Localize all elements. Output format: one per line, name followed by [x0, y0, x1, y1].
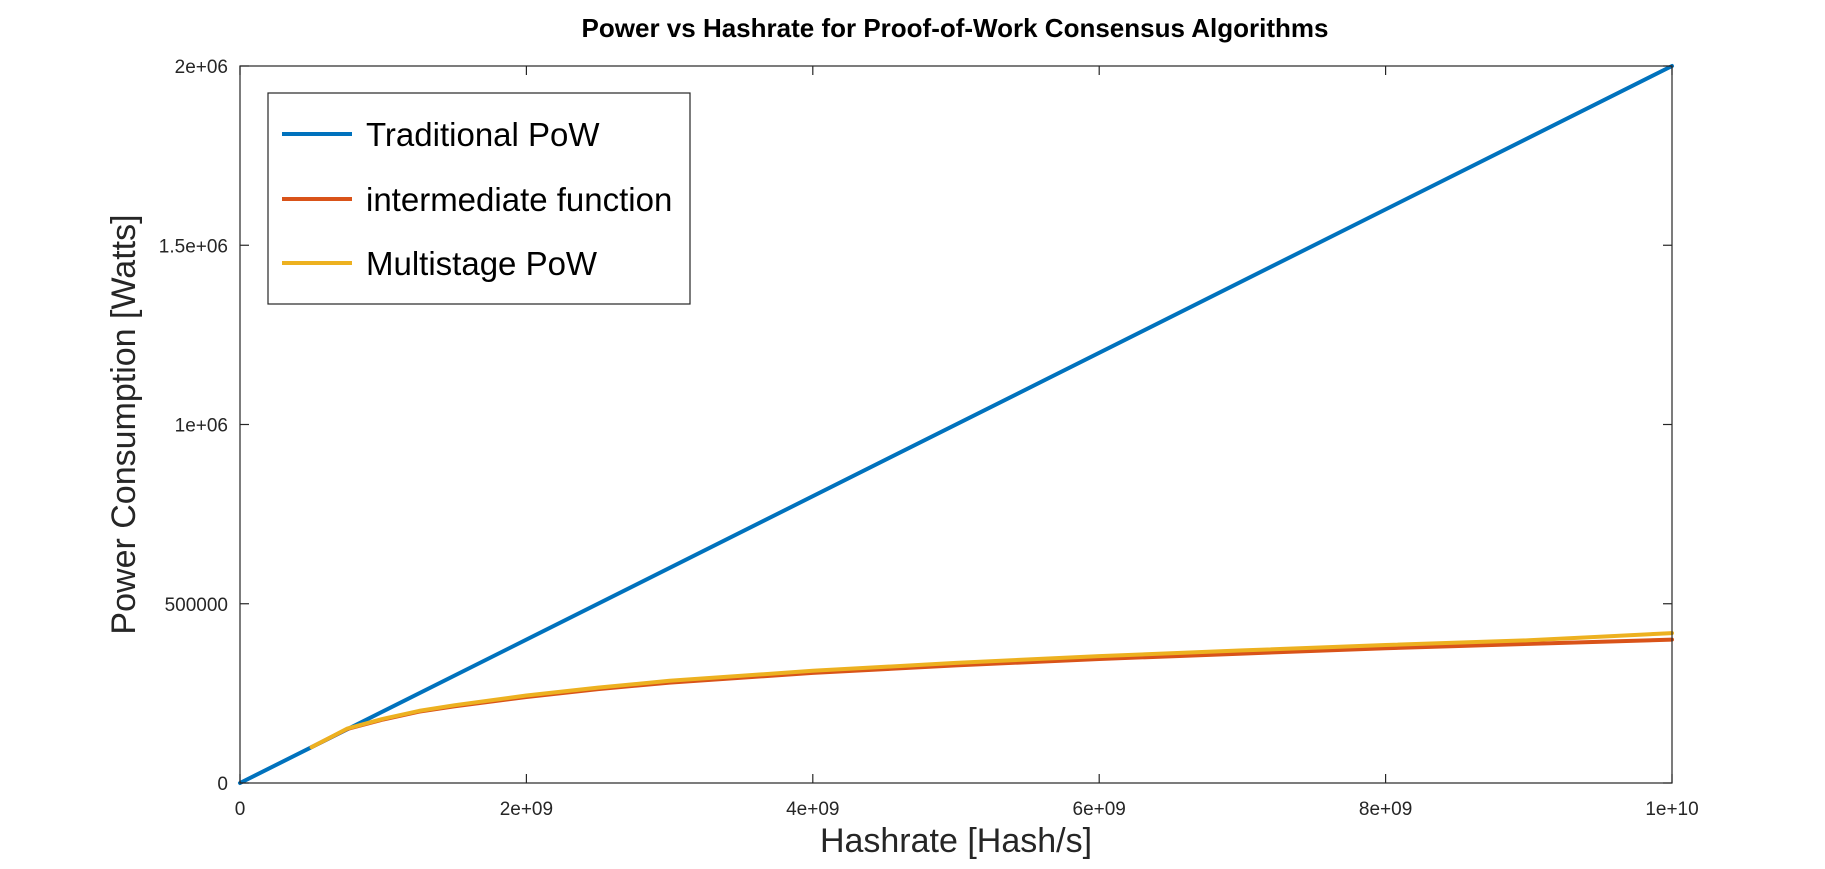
- series-line-0: [238, 64, 1674, 785]
- y-tick-label: 1.5e+06: [159, 236, 228, 257]
- legend-label: intermediate function: [366, 181, 672, 218]
- y-axis-label: Power Consumption [Watts]: [105, 214, 143, 634]
- series-line-2: [309, 631, 1674, 750]
- ticks-layer: 0 2e+09 4e+09 6e+09 8e+09 1e+10 0 500000 1e+06 1.…: [159, 57, 1699, 820]
- x-tick-label: 8e+09: [1359, 799, 1412, 820]
- chart-title: Power vs Hashrate for Proof-of-Work Cons…: [582, 13, 1329, 43]
- x-axis-label: Hashrate [Hash/s]: [820, 822, 1092, 860]
- x-tick-label: 0: [235, 799, 246, 820]
- legend-label: Traditional PoW: [366, 116, 600, 153]
- y-tick-label: 500000: [165, 595, 228, 616]
- legend-label: Multistage PoW: [366, 245, 598, 282]
- series-layer: [238, 64, 1674, 785]
- x-tick-label: 6e+09: [1073, 799, 1126, 820]
- y-tick-label: 0: [217, 774, 228, 795]
- y-tick-label: 2e+06: [175, 57, 228, 78]
- x-tick-label: 2e+09: [500, 799, 553, 820]
- y-tick-label: 1e+06: [175, 416, 228, 437]
- legend: Traditional PoW intermediate function Mult…: [267, 92, 691, 305]
- x-tick-label: 1e+10: [1645, 799, 1698, 820]
- x-tick-label: 4e+09: [786, 799, 839, 820]
